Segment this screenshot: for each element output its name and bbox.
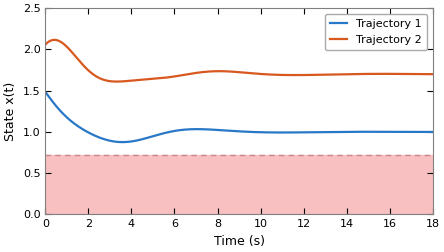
Trajectory 1: [43, 90, 48, 93]
Trajectory 2: [419, 73, 424, 76]
Line: Trajectory 2: Trajectory 2: [45, 40, 433, 82]
Trajectory 2: [430, 73, 436, 76]
Trajectory 2: [231, 70, 237, 73]
Line: Trajectory 1: Trajectory 1: [45, 92, 433, 142]
Trajectory 2: [63, 44, 68, 47]
Y-axis label: State x(t): State x(t): [4, 82, 17, 141]
Trajectory 2: [43, 43, 48, 46]
Trajectory 1: [120, 141, 125, 144]
Trajectory 1: [430, 131, 436, 134]
Trajectory 1: [419, 131, 424, 134]
Trajectory 2: [221, 70, 226, 73]
Trajectory 1: [231, 130, 237, 133]
Trajectory 1: [63, 114, 68, 117]
Trajectory 2: [52, 38, 57, 41]
Trajectory 1: [348, 130, 353, 133]
Trajectory 2: [114, 80, 119, 83]
Trajectory 2: [348, 73, 353, 76]
Trajectory 2: [419, 73, 424, 76]
Legend: Trajectory 1, Trajectory 2: Trajectory 1, Trajectory 2: [325, 14, 427, 50]
Trajectory 1: [419, 131, 424, 134]
X-axis label: Time (s): Time (s): [214, 235, 265, 248]
Trajectory 1: [221, 129, 226, 132]
